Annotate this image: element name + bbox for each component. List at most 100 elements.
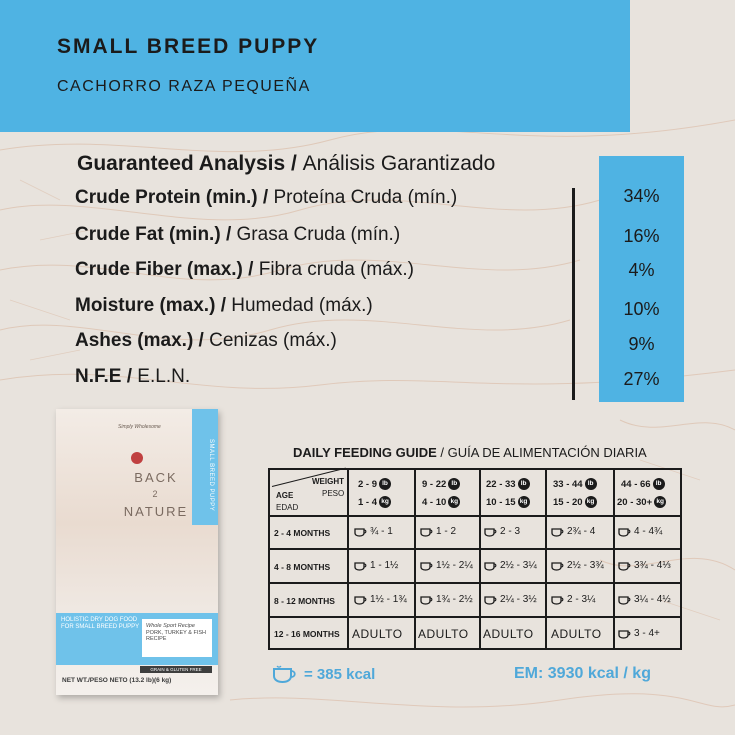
table-divider <box>414 470 416 648</box>
header-band <box>0 0 630 132</box>
weight-kg: 15 - 20 kg <box>553 496 597 508</box>
table-cell: ¾ - 1 <box>354 526 393 537</box>
cup-icon <box>551 595 564 605</box>
kcal-legend-text: = 385 kcal <box>304 665 376 683</box>
weight-lb: 9 - 22 lb <box>422 478 461 490</box>
cup-icon <box>484 595 497 605</box>
bag-panel-text: HOLISTIC DRY DOG FOOD FOR SMALL BREED PU… <box>61 617 140 630</box>
weight-kg: 20 - 30+ kg <box>617 496 667 508</box>
ga-row-label-es: Fibra cruda (máx.) <box>258 259 414 280</box>
table-cell: 4 - 4¾ <box>618 526 662 537</box>
table-divider <box>270 616 680 618</box>
ga-row-label-es: Grasa Cruda (mín.) <box>236 224 401 245</box>
lb-icon: lb <box>517 478 530 490</box>
ga-title-es: Análisis Garantizado <box>302 152 496 175</box>
kg-icon: kg <box>379 496 392 508</box>
age-label: 12 - 16 MONTHS <box>274 629 340 639</box>
cup-icon <box>354 561 367 571</box>
ga-value-ashes: 9% <box>628 334 655 354</box>
ga-title-en: Guaranteed Analysis <box>77 152 286 175</box>
lb-icon: lb <box>379 478 392 490</box>
bag-recipe-box: Whole Sport Recipe PORK, TURKEY & FISH R… <box>142 619 212 657</box>
ga-value-protein: 34% <box>623 186 660 206</box>
cup-icon <box>354 527 367 537</box>
ga-row-label-en: N.F.E <box>75 366 122 387</box>
bag-stripe: SMALL BREED PUPPY <box>192 409 218 525</box>
fg-title-sep: / <box>436 445 448 460</box>
table-cell: 3¾ - 4⅓ <box>618 560 671 571</box>
kg-icon: kg <box>654 496 667 508</box>
bag-tagline: Simply Wholesome <box>118 424 161 430</box>
kg-icon: kg <box>448 496 461 508</box>
cup-icon <box>273 665 296 684</box>
fg-title-en: DAILY FEEDING GUIDE <box>293 445 437 460</box>
table-cell: ADULTO <box>483 627 534 641</box>
cup-icon <box>618 561 631 571</box>
bag-brand-logo: BACK 2 NATURE <box>116 469 196 520</box>
ga-row-label-es: Humedad (máx.) <box>231 295 373 316</box>
weight-lb: 2 - 9 lb <box>358 478 392 490</box>
bag-badge: GRAIN & GLUTEN FREE <box>140 666 212 673</box>
table-cell: 2¼ - 3½ <box>484 594 537 605</box>
table-cell: 1½ - 2¼ <box>420 560 473 571</box>
ga-row-ashes: Ashes (max.) / Cenizas (máx.) <box>75 330 337 351</box>
ga-row-label-en: Crude Fiber (max.) <box>75 259 243 280</box>
cup-icon <box>354 595 367 605</box>
bag-blue-panel: HOLISTIC DRY DOG FOOD FOR SMALL BREED PU… <box>56 613 218 665</box>
bag-net-weight: NET WT./PESO NETO (13.2 lb)(6 kg) <box>62 677 172 684</box>
ga-row-label-es: Cenizas (máx.) <box>209 330 337 351</box>
lb-icon: lb <box>584 478 597 490</box>
lb-icon: lb <box>448 478 461 490</box>
table-cell: ADULTO <box>352 627 403 641</box>
table-cell: 2 - 3 <box>484 526 520 537</box>
ga-title-sep: / <box>285 152 303 175</box>
header-edad: EDAD <box>276 503 299 512</box>
ga-row-label-en: Crude Protein (min.) <box>75 187 258 208</box>
table-divider <box>270 582 680 584</box>
table-cell: 1 - 1½ <box>354 560 398 571</box>
table-cell: 1¾ - 2½ <box>420 594 473 605</box>
table-cell: 3 - 4+ <box>618 628 660 639</box>
age-label: 4 - 8 MONTHS <box>274 562 331 572</box>
cup-icon <box>618 527 631 537</box>
feeding-table: WEIGHT PESO AGE EDAD 2 - 9 lb 1 - 4 kg 9 -… <box>268 467 682 650</box>
weight-kg: 4 - 10 kg <box>422 496 461 508</box>
cup-icon <box>551 527 564 537</box>
cup-icon <box>420 595 433 605</box>
header-weight: WEIGHT <box>312 477 344 486</box>
bag-brand-line2: 2 <box>152 489 160 499</box>
bag-recipe-title: Whole Sport Recipe <box>146 623 195 629</box>
weight-kg: 10 - 15 kg <box>486 496 530 508</box>
table-divider <box>347 470 349 648</box>
bag-brand-line3: NATURE <box>123 504 189 519</box>
lb-icon: lb <box>652 478 665 490</box>
weight-lb: 22 - 33 lb <box>486 478 530 490</box>
weight-kg: 1 - 4 kg <box>358 496 392 508</box>
cup-icon <box>484 561 497 571</box>
fg-title-es: GUÍA DE ALIMENTACIÓN DIARIA <box>447 445 647 460</box>
ga-value-fiber: 4% <box>628 260 655 280</box>
ga-value-moisture: 10% <box>623 299 660 319</box>
ga-row-label-en: Crude Fat (min.) <box>75 224 226 245</box>
bag-stripe-text: SMALL BREED PUPPY <box>208 439 214 512</box>
cup-icon <box>420 561 433 571</box>
table-cell: 2 - 3¼ <box>551 594 595 605</box>
header-age: AGE <box>276 491 294 500</box>
cup-icon <box>618 595 631 605</box>
table-cell: 2¾ - 4 <box>551 526 595 537</box>
table-cell: 2½ - 3¼ <box>484 560 537 571</box>
ga-row-label-es: E.L.N. <box>137 366 191 387</box>
weight-lb: 44 - 66 lb <box>621 478 665 490</box>
cup-icon <box>484 527 497 537</box>
kg-icon: kg <box>517 496 530 508</box>
table-cell: 1 - 2 <box>420 526 456 537</box>
ga-row-protein: Crude Protein (min.) / Proteína Cruda (m… <box>75 187 458 208</box>
table-divider <box>270 548 680 550</box>
values-band <box>599 156 684 402</box>
ga-value-fat: 16% <box>623 226 660 246</box>
table-cell: 1½ - 1¾ <box>354 594 407 605</box>
table-divider <box>545 470 547 648</box>
metabolizable-energy: EM: 3930 kcal / kg <box>514 665 651 682</box>
bag-brand-line1: BACK <box>134 470 178 485</box>
cup-icon <box>420 527 433 537</box>
